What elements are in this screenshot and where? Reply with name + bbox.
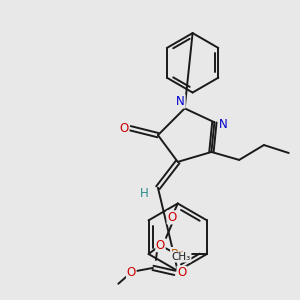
Text: O: O (156, 238, 165, 252)
Text: N: N (176, 95, 185, 108)
Text: O: O (127, 266, 136, 279)
Text: H: H (140, 187, 148, 200)
Text: O: O (167, 211, 176, 224)
Text: O: O (177, 266, 186, 279)
Text: CH₃: CH₃ (172, 252, 191, 262)
Text: O: O (120, 122, 129, 135)
Text: N: N (219, 118, 228, 131)
Text: Br: Br (171, 248, 184, 260)
